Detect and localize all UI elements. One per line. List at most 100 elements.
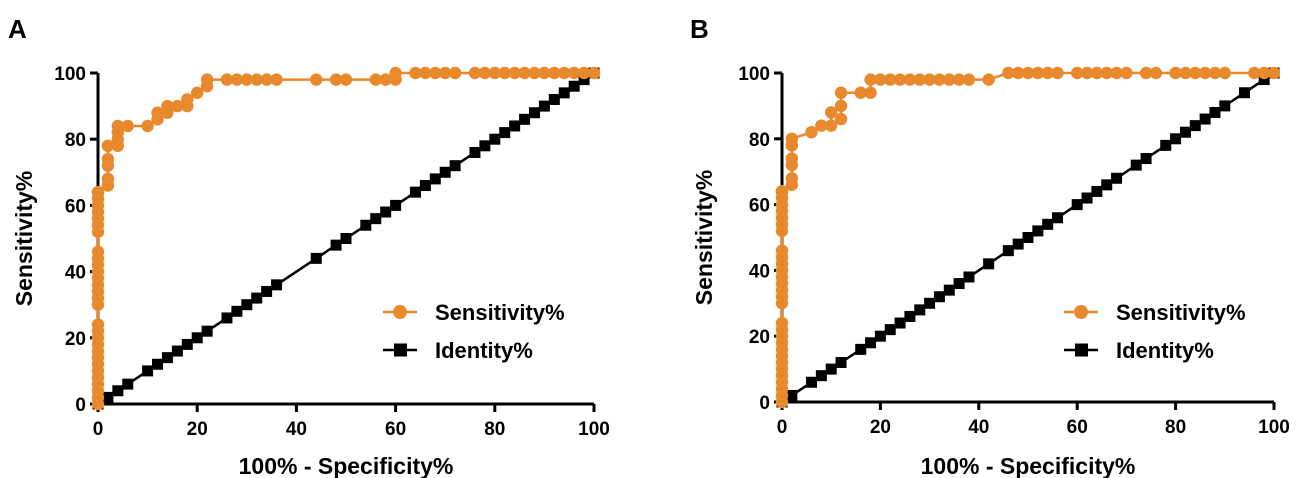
sensitivity-point	[1257, 66, 1271, 80]
sensitivity-point	[825, 106, 838, 119]
identity-point	[953, 278, 965, 290]
identity-point	[112, 385, 124, 397]
legend-label-sensitivity: Sensitivity%	[1116, 300, 1246, 325]
sensitivity-point	[785, 132, 799, 145]
identity-point	[1022, 232, 1034, 243]
sensitivity-point	[508, 66, 521, 80]
sensitivity-point	[893, 73, 907, 86]
sensitivity-point	[141, 119, 154, 133]
x-tick-label: 0	[93, 419, 104, 440]
identity-point	[1140, 153, 1152, 165]
sensitivity-point	[270, 73, 283, 86]
identity-point	[568, 80, 580, 92]
sensitivity-point	[1169, 66, 1182, 80]
x-tick-label: 0	[777, 417, 788, 438]
x-tick-label: 40	[968, 417, 989, 438]
sensitivity-point	[1051, 66, 1064, 80]
x-tick-label: 40	[286, 419, 307, 440]
sensitivity-point	[913, 73, 926, 86]
sensitivity-point	[1198, 66, 1212, 80]
legend-label-sensitivity: Sensitivity%	[435, 300, 565, 325]
identity-point	[865, 337, 877, 349]
identity-point	[1160, 139, 1172, 151]
identity-point	[191, 332, 203, 344]
sensitivity-point	[1011, 66, 1025, 80]
identity-point	[1130, 159, 1142, 171]
sensitivity-point	[518, 66, 531, 80]
identity-point	[439, 166, 451, 178]
sensitivity-point	[825, 119, 838, 132]
identity-point	[963, 271, 975, 283]
sensitivity-point	[488, 66, 501, 80]
x-tick-label: 20	[870, 417, 891, 438]
identity-point	[370, 213, 382, 225]
identity-point	[340, 233, 352, 244]
sensitivity-point	[1267, 66, 1281, 80]
sensitivity-point	[1080, 66, 1094, 80]
x-tick-label: 100	[578, 419, 610, 440]
sensitivity-point	[379, 73, 392, 86]
sensitivity-point	[191, 86, 204, 100]
sensitivity-point	[864, 73, 877, 86]
identity-point	[855, 343, 867, 355]
identity-point	[310, 252, 322, 264]
sensitivity-point	[409, 66, 422, 80]
identity-point	[825, 363, 837, 375]
identity-point	[538, 100, 550, 112]
sensitivity-point	[329, 73, 343, 86]
identity-point	[548, 93, 560, 105]
identity-point	[815, 370, 827, 382]
sensitivity-point	[468, 66, 482, 80]
identity-point	[1219, 100, 1231, 112]
y-tick-label: 40	[65, 263, 86, 284]
sensitivity-point	[250, 73, 263, 86]
identity-point	[449, 160, 461, 172]
sensitivity-point	[448, 66, 462, 80]
identity-point	[221, 312, 233, 324]
sensitivity-point	[834, 99, 848, 113]
sensitivity-point	[1071, 66, 1084, 80]
legend-marker-sensitivity	[393, 305, 407, 319]
identity-point	[884, 324, 896, 336]
identity-point	[1032, 225, 1044, 237]
x-tick-label: 80	[484, 419, 505, 440]
y-tick-label: 0	[75, 395, 86, 416]
identity-point	[251, 292, 263, 304]
identity-point	[261, 285, 273, 297]
y-tick-label: 80	[65, 130, 86, 151]
identity-point	[1002, 245, 1014, 257]
sensitivity-point	[538, 66, 551, 80]
identity-point	[983, 258, 995, 270]
sensitivity-point	[834, 112, 848, 126]
sensitivity-point	[923, 73, 936, 86]
identity-point	[1209, 106, 1221, 118]
y-tick-label: 20	[749, 327, 770, 348]
sensitivity-point	[775, 316, 789, 330]
sensitivity-point	[577, 66, 591, 80]
identity-point	[578, 74, 590, 86]
sensitivity-point	[785, 172, 799, 185]
sensitivity-point	[240, 73, 253, 86]
identity-point	[786, 389, 798, 401]
sensitivity-point	[1189, 66, 1202, 80]
x-tick-label: 80	[1165, 417, 1186, 438]
sensitivity-point	[1002, 66, 1015, 80]
sensitivity-point	[1179, 66, 1192, 80]
identity-point	[933, 291, 945, 303]
sensitivity-point	[161, 99, 174, 113]
y-tick-label: 100	[54, 64, 86, 85]
identity-point	[509, 120, 521, 132]
sensitivity-point	[903, 73, 917, 86]
sensitivity-point	[389, 66, 402, 80]
sensitivity-point	[419, 66, 432, 80]
sensitivity-point	[874, 73, 887, 86]
sensitivity-point	[567, 66, 581, 80]
sensitivity-point	[1248, 66, 1261, 80]
y-tick-label: 60	[65, 196, 86, 217]
sensitivity-point	[864, 86, 877, 99]
sensitivity-point	[548, 66, 561, 80]
identity-point	[1170, 133, 1182, 145]
identity-point	[1101, 179, 1113, 191]
identity-point	[519, 113, 531, 125]
x-axis-title: 100% - Specificity%	[921, 453, 1136, 478]
